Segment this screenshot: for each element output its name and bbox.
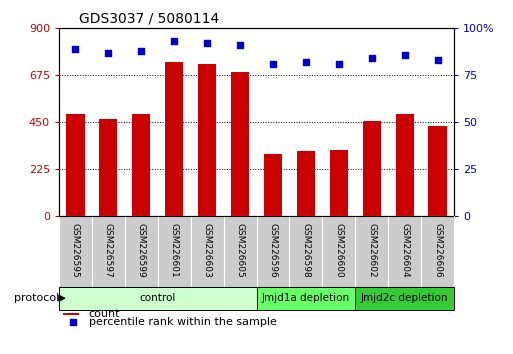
Text: protocol: protocol bbox=[14, 293, 59, 303]
Point bbox=[368, 56, 376, 61]
Point bbox=[203, 40, 211, 46]
Bar bbox=[355, 287, 454, 310]
Bar bbox=[132, 114, 150, 216]
Bar bbox=[100, 119, 117, 216]
Text: GSM226605: GSM226605 bbox=[235, 223, 245, 277]
Text: Jmjd2c depletion: Jmjd2c depletion bbox=[361, 293, 448, 303]
Text: GSM226603: GSM226603 bbox=[203, 223, 212, 277]
Bar bbox=[355, 216, 388, 287]
Text: Jmjd1a depletion: Jmjd1a depletion bbox=[262, 293, 350, 303]
Point bbox=[71, 46, 80, 52]
Point bbox=[401, 52, 409, 57]
Bar bbox=[198, 64, 216, 216]
Point bbox=[269, 61, 277, 67]
Bar bbox=[396, 114, 413, 216]
Text: GSM226595: GSM226595 bbox=[71, 223, 80, 277]
Bar bbox=[256, 216, 289, 287]
Bar bbox=[66, 114, 85, 216]
Bar bbox=[264, 154, 282, 216]
Text: GSM226598: GSM226598 bbox=[301, 223, 310, 277]
Text: count: count bbox=[89, 309, 120, 319]
Bar bbox=[421, 216, 454, 287]
Text: GSM226601: GSM226601 bbox=[170, 223, 179, 277]
Text: GSM226606: GSM226606 bbox=[433, 223, 442, 277]
Text: GSM226597: GSM226597 bbox=[104, 223, 113, 277]
Bar bbox=[63, 313, 79, 315]
Bar bbox=[224, 216, 256, 287]
Text: GDS3037 / 5080114: GDS3037 / 5080114 bbox=[79, 12, 219, 26]
Point bbox=[137, 48, 145, 54]
Text: percentile rank within the sample: percentile rank within the sample bbox=[89, 318, 277, 327]
Bar bbox=[256, 287, 355, 310]
Bar bbox=[59, 216, 92, 287]
Bar bbox=[388, 216, 421, 287]
Bar bbox=[165, 62, 183, 216]
Point bbox=[104, 50, 112, 56]
Text: GSM226596: GSM226596 bbox=[268, 223, 278, 277]
Point bbox=[302, 59, 310, 65]
Bar bbox=[289, 216, 322, 287]
Text: GSM226604: GSM226604 bbox=[400, 223, 409, 277]
Bar bbox=[297, 151, 315, 216]
Bar bbox=[322, 216, 355, 287]
Bar bbox=[428, 126, 447, 216]
Point bbox=[433, 57, 442, 63]
Text: GSM226602: GSM226602 bbox=[367, 223, 376, 277]
Bar bbox=[158, 216, 191, 287]
Bar bbox=[125, 216, 158, 287]
Point bbox=[334, 61, 343, 67]
Text: control: control bbox=[140, 293, 176, 303]
Bar bbox=[231, 72, 249, 216]
Text: GSM226599: GSM226599 bbox=[137, 223, 146, 277]
Point bbox=[236, 42, 244, 48]
Bar bbox=[363, 121, 381, 216]
Bar bbox=[191, 216, 224, 287]
Bar bbox=[59, 287, 256, 310]
Point bbox=[69, 320, 77, 325]
Point bbox=[170, 39, 179, 44]
Bar bbox=[92, 216, 125, 287]
Bar bbox=[330, 150, 348, 216]
Text: GSM226600: GSM226600 bbox=[334, 223, 343, 277]
